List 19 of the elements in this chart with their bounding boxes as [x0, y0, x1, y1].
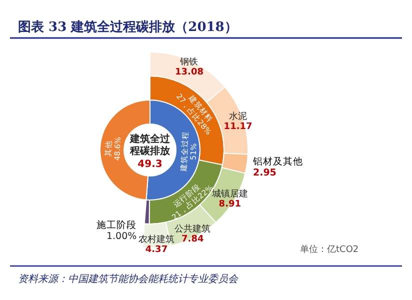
slice-label: 水泥 — [229, 111, 248, 122]
data-label: 8.91 — [218, 200, 242, 210]
data-label: 1.00% — [106, 230, 137, 242]
slice-label: 公共建筑 — [174, 224, 211, 235]
data-label: 7.84 — [182, 234, 204, 245]
slice-label: 施工阶段 — [96, 218, 137, 231]
data-label: 13.08 — [174, 68, 204, 78]
text: 单位：亿tCO2 — [300, 244, 359, 255]
slice-label: 农村建筑 — [138, 234, 174, 245]
text: 资料来源：中国建筑节能协会能耗统计专业委员会 — [18, 273, 239, 285]
data-label: 11.17 — [224, 122, 252, 132]
text: 49.3 — [138, 159, 162, 170]
slice-label: 钢铁 — [179, 56, 198, 68]
text: 建筑全过程碳排放 — [129, 133, 171, 157]
data-label: 2.95 — [252, 167, 276, 178]
slice-label: 铝材及其他 — [252, 155, 303, 168]
slice-label: 城镇居建 — [210, 188, 248, 200]
chart-title: 图表 33 建筑全过程碳排放（2018） — [18, 20, 238, 35]
data-label: 4.37 — [145, 244, 168, 255]
